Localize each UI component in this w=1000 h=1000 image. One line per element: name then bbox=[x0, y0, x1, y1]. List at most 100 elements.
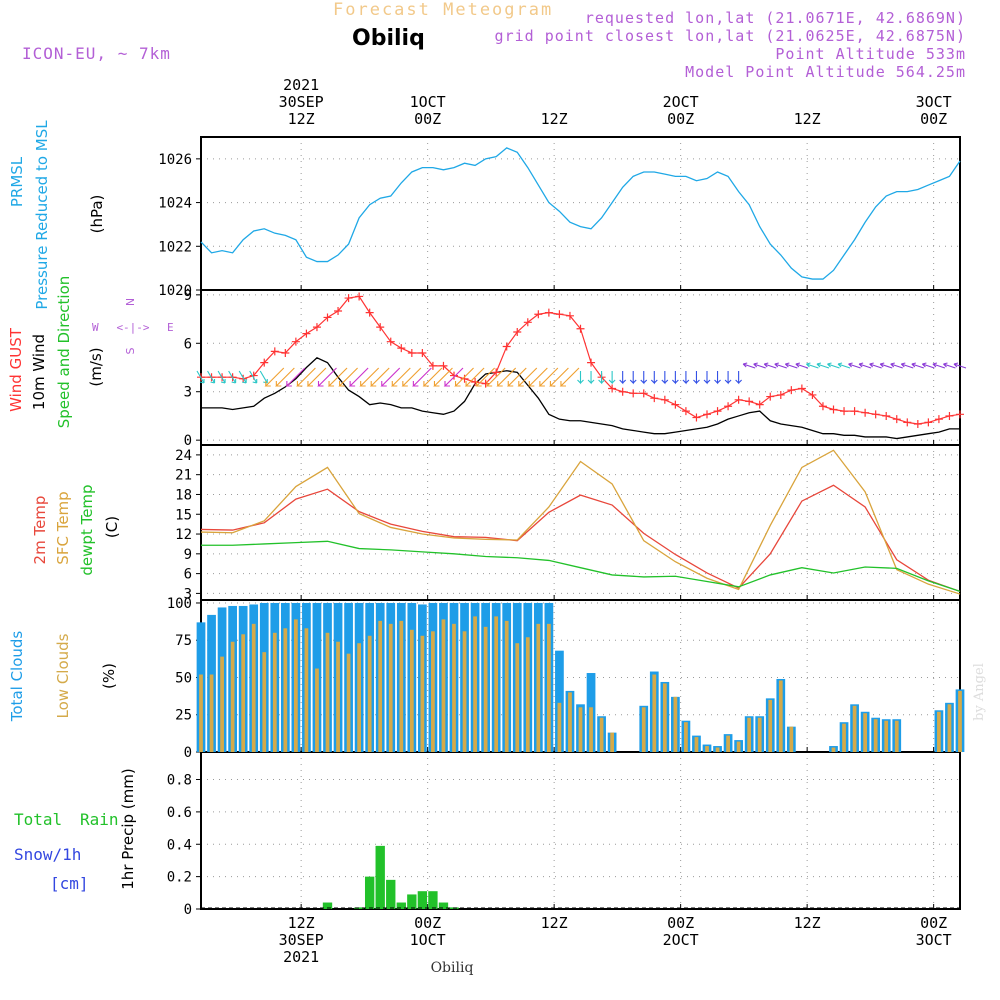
gust-marker bbox=[260, 358, 269, 367]
rain-bar bbox=[417, 891, 428, 909]
gust-marker bbox=[418, 348, 427, 357]
temp2m-line bbox=[200, 484, 961, 593]
low-cloud-bar bbox=[388, 623, 393, 752]
gust-marker bbox=[861, 408, 870, 417]
compass-n: N bbox=[124, 298, 137, 306]
precip-ytick-label: 0 bbox=[184, 902, 192, 918]
wind-dir-arrow bbox=[506, 367, 527, 387]
gust-marker bbox=[407, 348, 416, 357]
wind-dir-arrow bbox=[454, 367, 474, 387]
gust-marker bbox=[660, 395, 669, 404]
low-cloud-bar bbox=[504, 620, 509, 752]
gust-marker bbox=[281, 348, 290, 357]
gust-marker bbox=[671, 400, 680, 409]
gust-marker bbox=[818, 402, 827, 411]
low-cloud-bar bbox=[283, 628, 288, 752]
low-cloud-bar bbox=[494, 616, 499, 752]
pressure-panel-frame bbox=[200, 136, 961, 291]
gust-marker bbox=[555, 310, 564, 319]
low-cloud-bar bbox=[863, 713, 867, 752]
wind-dir-arrow bbox=[763, 362, 777, 369]
rain-bar bbox=[354, 907, 364, 909]
legend-snow-unit: [cm] bbox=[50, 874, 89, 893]
low-cloud-bar bbox=[315, 668, 319, 752]
wind-unit-label: (m/s) bbox=[87, 347, 105, 386]
low-cloud-bar bbox=[757, 717, 762, 752]
precip-ytick-label: 0.8 bbox=[167, 773, 192, 789]
compass-s: S bbox=[124, 347, 137, 354]
xtick-label-top: 00Z bbox=[920, 110, 947, 128]
gust-marker bbox=[650, 394, 659, 403]
model-label: ICON-EU, ~ 7km bbox=[22, 44, 171, 63]
xtick-label-bottom: 12Z bbox=[288, 914, 315, 932]
gust-marker bbox=[312, 323, 321, 332]
pressure-ytick-label: 1026 bbox=[158, 152, 192, 168]
precip-unit-label: 1hr Precip (mm) bbox=[119, 768, 137, 889]
gust-marker bbox=[587, 358, 596, 367]
low-cloud-bar bbox=[294, 619, 298, 752]
low-cloud-bar bbox=[958, 690, 962, 752]
wind-dir-arrow bbox=[640, 371, 648, 385]
xtick-label-bottom: 2OCT bbox=[663, 931, 699, 949]
low-cloud-bar bbox=[547, 623, 551, 752]
gust-marker bbox=[439, 361, 448, 370]
gust-marker bbox=[787, 386, 796, 395]
footer-location: Obiliq bbox=[431, 960, 474, 976]
gust-marker bbox=[840, 407, 849, 416]
pressure-ytick-label: 1024 bbox=[158, 196, 192, 212]
wind-dir-arrow bbox=[496, 367, 517, 387]
wind-dir-arrow bbox=[217, 370, 226, 384]
low-cloud-bar bbox=[831, 747, 836, 752]
wind-dir-arrow bbox=[724, 371, 732, 385]
pressure-label: PRMSL bbox=[8, 156, 26, 207]
wind-ytick-label: 6 bbox=[184, 336, 192, 352]
low-cloud-bar bbox=[937, 711, 941, 752]
low-cloud-bar bbox=[736, 741, 741, 752]
gust-marker bbox=[629, 389, 638, 398]
xtick-label-top: 00Z bbox=[667, 110, 694, 128]
wind-dir-arrow bbox=[806, 362, 819, 369]
pressure-ytick-label: 1020 bbox=[158, 283, 192, 299]
pressure-line bbox=[200, 147, 961, 280]
gust-marker bbox=[323, 313, 332, 322]
precip-panel-frame bbox=[200, 751, 961, 910]
xtick-label-bottom: 00Z bbox=[667, 914, 694, 932]
clouds-unit-label: (%) bbox=[100, 663, 118, 689]
wind-dir-arrow bbox=[784, 362, 798, 369]
gust-marker bbox=[871, 410, 880, 419]
gust-marker bbox=[681, 407, 690, 416]
wind-dir-arrow bbox=[338, 367, 358, 387]
wind10m-label: 10m Wind bbox=[30, 334, 48, 410]
rain-bar bbox=[428, 891, 438, 909]
dewpt-line bbox=[201, 540, 961, 593]
xtick-label-top: 00Z bbox=[414, 110, 441, 128]
xtick-label-top: 3OCT bbox=[916, 93, 952, 111]
low-cloud-bar bbox=[599, 717, 604, 752]
xtick-label-bottom: 2021 bbox=[283, 948, 319, 966]
wind-dir-arrow bbox=[327, 367, 348, 387]
low-cloud-bar bbox=[884, 720, 889, 752]
location-title: Obiliq bbox=[352, 26, 425, 51]
wind-dir-arrow bbox=[848, 362, 861, 369]
low-cloud-bar bbox=[842, 723, 846, 752]
low-cloud-bar bbox=[304, 628, 309, 752]
low-cloud-bar bbox=[789, 726, 794, 752]
low-cloud-bar bbox=[441, 619, 446, 752]
temperature-panel-frame bbox=[200, 444, 961, 601]
low-cloud-bar bbox=[199, 674, 203, 752]
low-cloud-bar bbox=[894, 720, 899, 752]
low-cloud-bar bbox=[873, 719, 878, 752]
gust-marker bbox=[376, 323, 385, 332]
gust-marker bbox=[608, 384, 617, 393]
wind10m-line bbox=[201, 357, 960, 440]
low-cloud-bar bbox=[452, 623, 456, 752]
gust-marker bbox=[745, 397, 754, 406]
temperature-ytick-label: 24 bbox=[175, 448, 192, 464]
wind-dir-arrow bbox=[348, 367, 369, 387]
wind-dir-arrow bbox=[412, 367, 432, 387]
point-altitude: Point Altitude 533m bbox=[775, 45, 966, 63]
wind-dir-arrow bbox=[285, 367, 306, 387]
low-cloud-bar bbox=[431, 631, 435, 752]
temp2m-label: 2m Temp bbox=[31, 496, 49, 565]
wind-ytick-label: 0 bbox=[184, 433, 192, 449]
